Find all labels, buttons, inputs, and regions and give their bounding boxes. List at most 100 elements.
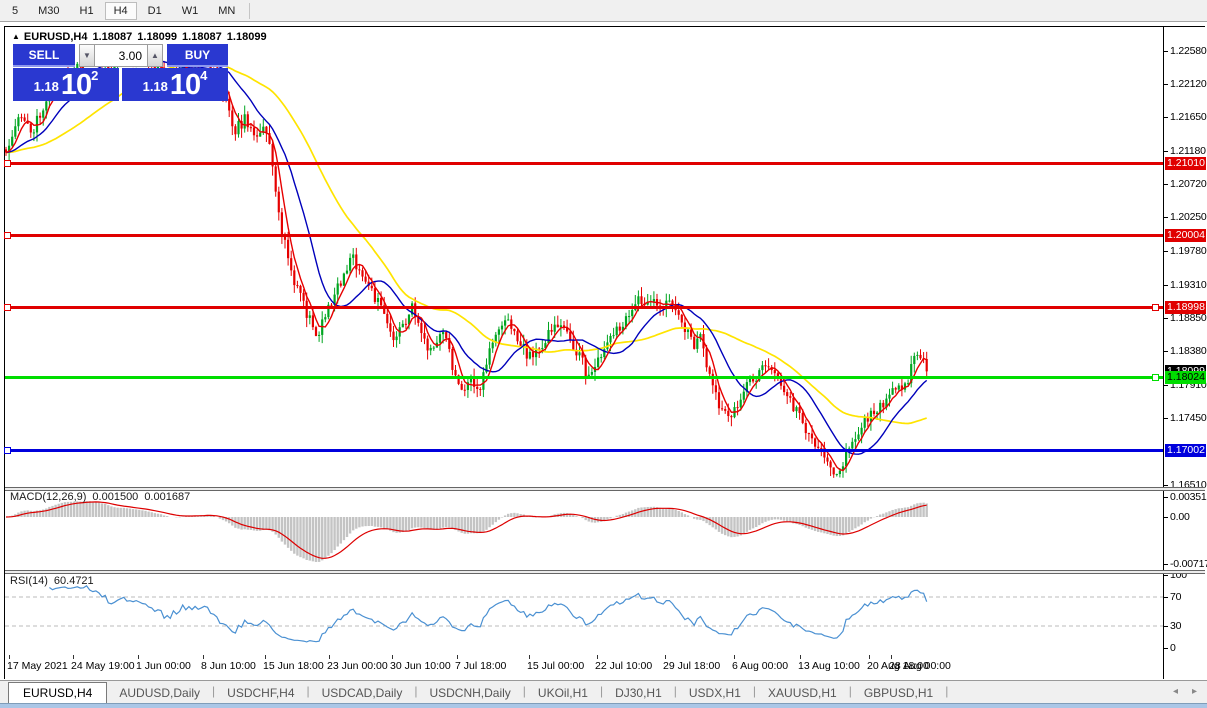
volume-increase-button[interactable]: ▲ bbox=[147, 44, 163, 67]
timeframe-toolbar: 5 M30 H1 H4 D1 W1 MN bbox=[0, 0, 1207, 22]
time-tick bbox=[203, 655, 204, 659]
sell-price-base: 1.18 bbox=[33, 79, 59, 94]
tab-separator: | bbox=[752, 684, 757, 698]
timeframe-button-h1[interactable]: H1 bbox=[79, 4, 94, 17]
time-label: 17 May 2021 bbox=[7, 660, 68, 672]
sell-button[interactable]: SELL bbox=[13, 44, 75, 67]
macd-scale--0.007175: -0.007175 bbox=[1170, 558, 1207, 570]
chart-tab-usdx-h1[interactable]: USDX,H1 bbox=[688, 685, 741, 700]
sell-price-display[interactable]: 1.18 10 2 bbox=[13, 68, 119, 101]
status-strip bbox=[0, 703, 1207, 708]
hline-handle[interactable] bbox=[1152, 374, 1159, 381]
tab-separator: | bbox=[522, 684, 526, 698]
buy-button[interactable]: BUY bbox=[167, 44, 228, 67]
timeframe-button-5[interactable]: 5 bbox=[12, 4, 19, 17]
rsi-label: RSI(14) 60.4721 bbox=[10, 575, 100, 587]
tab-separator: | bbox=[848, 684, 852, 698]
tab-separator: | bbox=[599, 684, 604, 698]
buy-price-base: 1.18 bbox=[142, 79, 168, 94]
axis-tick bbox=[1164, 251, 1168, 252]
tab-scroll-nav: ◂ ▸ bbox=[1173, 686, 1197, 697]
axis-tick bbox=[1164, 648, 1168, 649]
macd-value-main: 0.001500 bbox=[92, 491, 139, 503]
timeframe-button-w1[interactable]: W1 bbox=[181, 4, 199, 17]
chart-tab-dj30-h1[interactable]: DJ30,H1 bbox=[615, 685, 662, 700]
hline-1.18998[interactable] bbox=[5, 306, 1163, 309]
timeframe-button-mn[interactable]: MN bbox=[218, 4, 236, 17]
macd-pane-separator[interactable] bbox=[5, 487, 1205, 491]
trade-panel-controls: SELL ▼ ▲ BUY bbox=[13, 44, 228, 67]
time-tick bbox=[457, 655, 458, 659]
time-label: 1 Jun 00:00 bbox=[136, 660, 191, 672]
volume-input[interactable] bbox=[95, 44, 147, 67]
axis-tick bbox=[1164, 626, 1168, 627]
price-tick-1.22120: 1.22120 bbox=[1170, 78, 1207, 90]
ohlc-low: 1.18087 bbox=[182, 31, 222, 43]
rsi-pane-separator[interactable] bbox=[5, 570, 1205, 574]
chart-tab-usdchf-h4[interactable]: USDCHF,H4 bbox=[227, 685, 295, 700]
chart-tab-gbpusd-h1[interactable]: GBPUSD,H1 bbox=[863, 685, 934, 700]
timeframe-button-h4[interactable]: H4 bbox=[104, 1, 137, 20]
time-tick bbox=[734, 655, 735, 659]
collapse-triangle-icon[interactable]: ▲ bbox=[12, 32, 20, 41]
axis-tick bbox=[1164, 385, 1168, 386]
chart-tabbar: EURUSD,H4 AUDUSD,Daily | USDCHF,H4 | USDCAD,D… bbox=[0, 680, 1207, 703]
hline-1.18024[interactable] bbox=[5, 376, 1163, 379]
hline-badge-1.20004: 1.20004 bbox=[1165, 229, 1206, 242]
buy-price-pip: 4 bbox=[200, 68, 208, 83]
rsi-value: 60.4721 bbox=[53, 575, 94, 587]
buy-price-display[interactable]: 1.18 10 4 bbox=[122, 68, 228, 101]
time-tick bbox=[265, 655, 266, 659]
price-tick-1.20720: 1.20720 bbox=[1170, 178, 1207, 190]
hline-1.21010[interactable] bbox=[5, 162, 1163, 165]
chart-tab-xauusd-h1[interactable]: XAUUSD,H1 bbox=[768, 685, 837, 700]
hline-badge-1.17002: 1.17002 bbox=[1165, 444, 1206, 457]
timeframe-buttons: 5 M30 H1 H4 D1 W1 MN bbox=[2, 1, 245, 20]
macd-scale-0.00: 0.00 bbox=[1170, 511, 1190, 523]
tabs-scroll-right-icon[interactable]: ▸ bbox=[1191, 686, 1197, 697]
chart-tabs: EURUSD,H4 AUDUSD,Daily | USDCHF,H4 | USDCAD,D… bbox=[8, 682, 948, 703]
time-label: 29 Jul 18:00 bbox=[663, 660, 721, 672]
rsi-pane-plot[interactable] bbox=[5, 575, 1163, 655]
hline-1.20004[interactable] bbox=[5, 234, 1163, 237]
time-axis[interactable]: 17 May 2021 24 May 19:00 1 Jun 00:00 8 Jun … bbox=[5, 655, 1163, 679]
chart-tab-usdcnh-daily[interactable]: USDCNH,Daily bbox=[429, 685, 511, 700]
axis-tick bbox=[1164, 497, 1168, 498]
hline-handle[interactable] bbox=[1152, 304, 1159, 311]
timeframe-button-m30[interactable]: M30 bbox=[38, 4, 60, 17]
axis-tick bbox=[1164, 151, 1168, 152]
hline-handle[interactable] bbox=[4, 304, 11, 311]
timeframe-button-d1[interactable]: D1 bbox=[147, 4, 162, 17]
time-tick bbox=[597, 655, 598, 659]
chart-tab-ukoil-h1[interactable]: UKOil,H1 bbox=[537, 685, 588, 700]
time-label: 6 Aug 00:00 bbox=[732, 660, 789, 672]
tabs-scroll-left-icon[interactable]: ◂ bbox=[1172, 686, 1178, 697]
chart-tab-audusd-daily[interactable]: AUDUSD,Daily bbox=[119, 685, 201, 700]
chart-tab-usdcad-daily[interactable]: USDCAD,Daily bbox=[321, 685, 403, 700]
time-tick bbox=[891, 655, 892, 659]
hline-handle[interactable] bbox=[4, 447, 11, 454]
time-label: 7 Jul 18:00 bbox=[455, 660, 507, 672]
price-tick-1.22580: 1.22580 bbox=[1170, 45, 1207, 57]
volume-decrease-button[interactable]: ▼ bbox=[79, 44, 95, 67]
time-label: 8 Jun 10:00 bbox=[201, 660, 256, 672]
axis-tick bbox=[1164, 318, 1168, 319]
price-axis[interactable]: 1.22580 1.22120 1.21650 1.21180 1.20720 1.202… bbox=[1163, 27, 1207, 679]
hline-1.17002[interactable] bbox=[5, 449, 1163, 452]
hline-handle[interactable] bbox=[4, 160, 11, 167]
time-label: 28 Aug 00:00 bbox=[889, 660, 951, 672]
ohlc-open: 1.18087 bbox=[92, 31, 133, 43]
price-tick-1.17450: 1.17450 bbox=[1170, 412, 1207, 424]
price-tick-1.18380: 1.18380 bbox=[1170, 345, 1207, 357]
chart-tab-eurusd-h4[interactable]: EURUSD,H4 bbox=[8, 682, 108, 703]
time-tick bbox=[529, 655, 530, 659]
time-label: 22 Jul 10:00 bbox=[595, 660, 653, 672]
hline-handle[interactable] bbox=[4, 232, 11, 239]
time-label: 30 Jun 10:00 bbox=[390, 660, 451, 672]
tab-separator: | bbox=[306, 684, 310, 698]
time-tick bbox=[138, 655, 139, 659]
trade-panel-prices: 1.18 10 2 1.18 10 4 bbox=[13, 68, 228, 101]
time-tick bbox=[665, 655, 666, 659]
time-label: 13 Aug 10:00 bbox=[798, 660, 860, 672]
